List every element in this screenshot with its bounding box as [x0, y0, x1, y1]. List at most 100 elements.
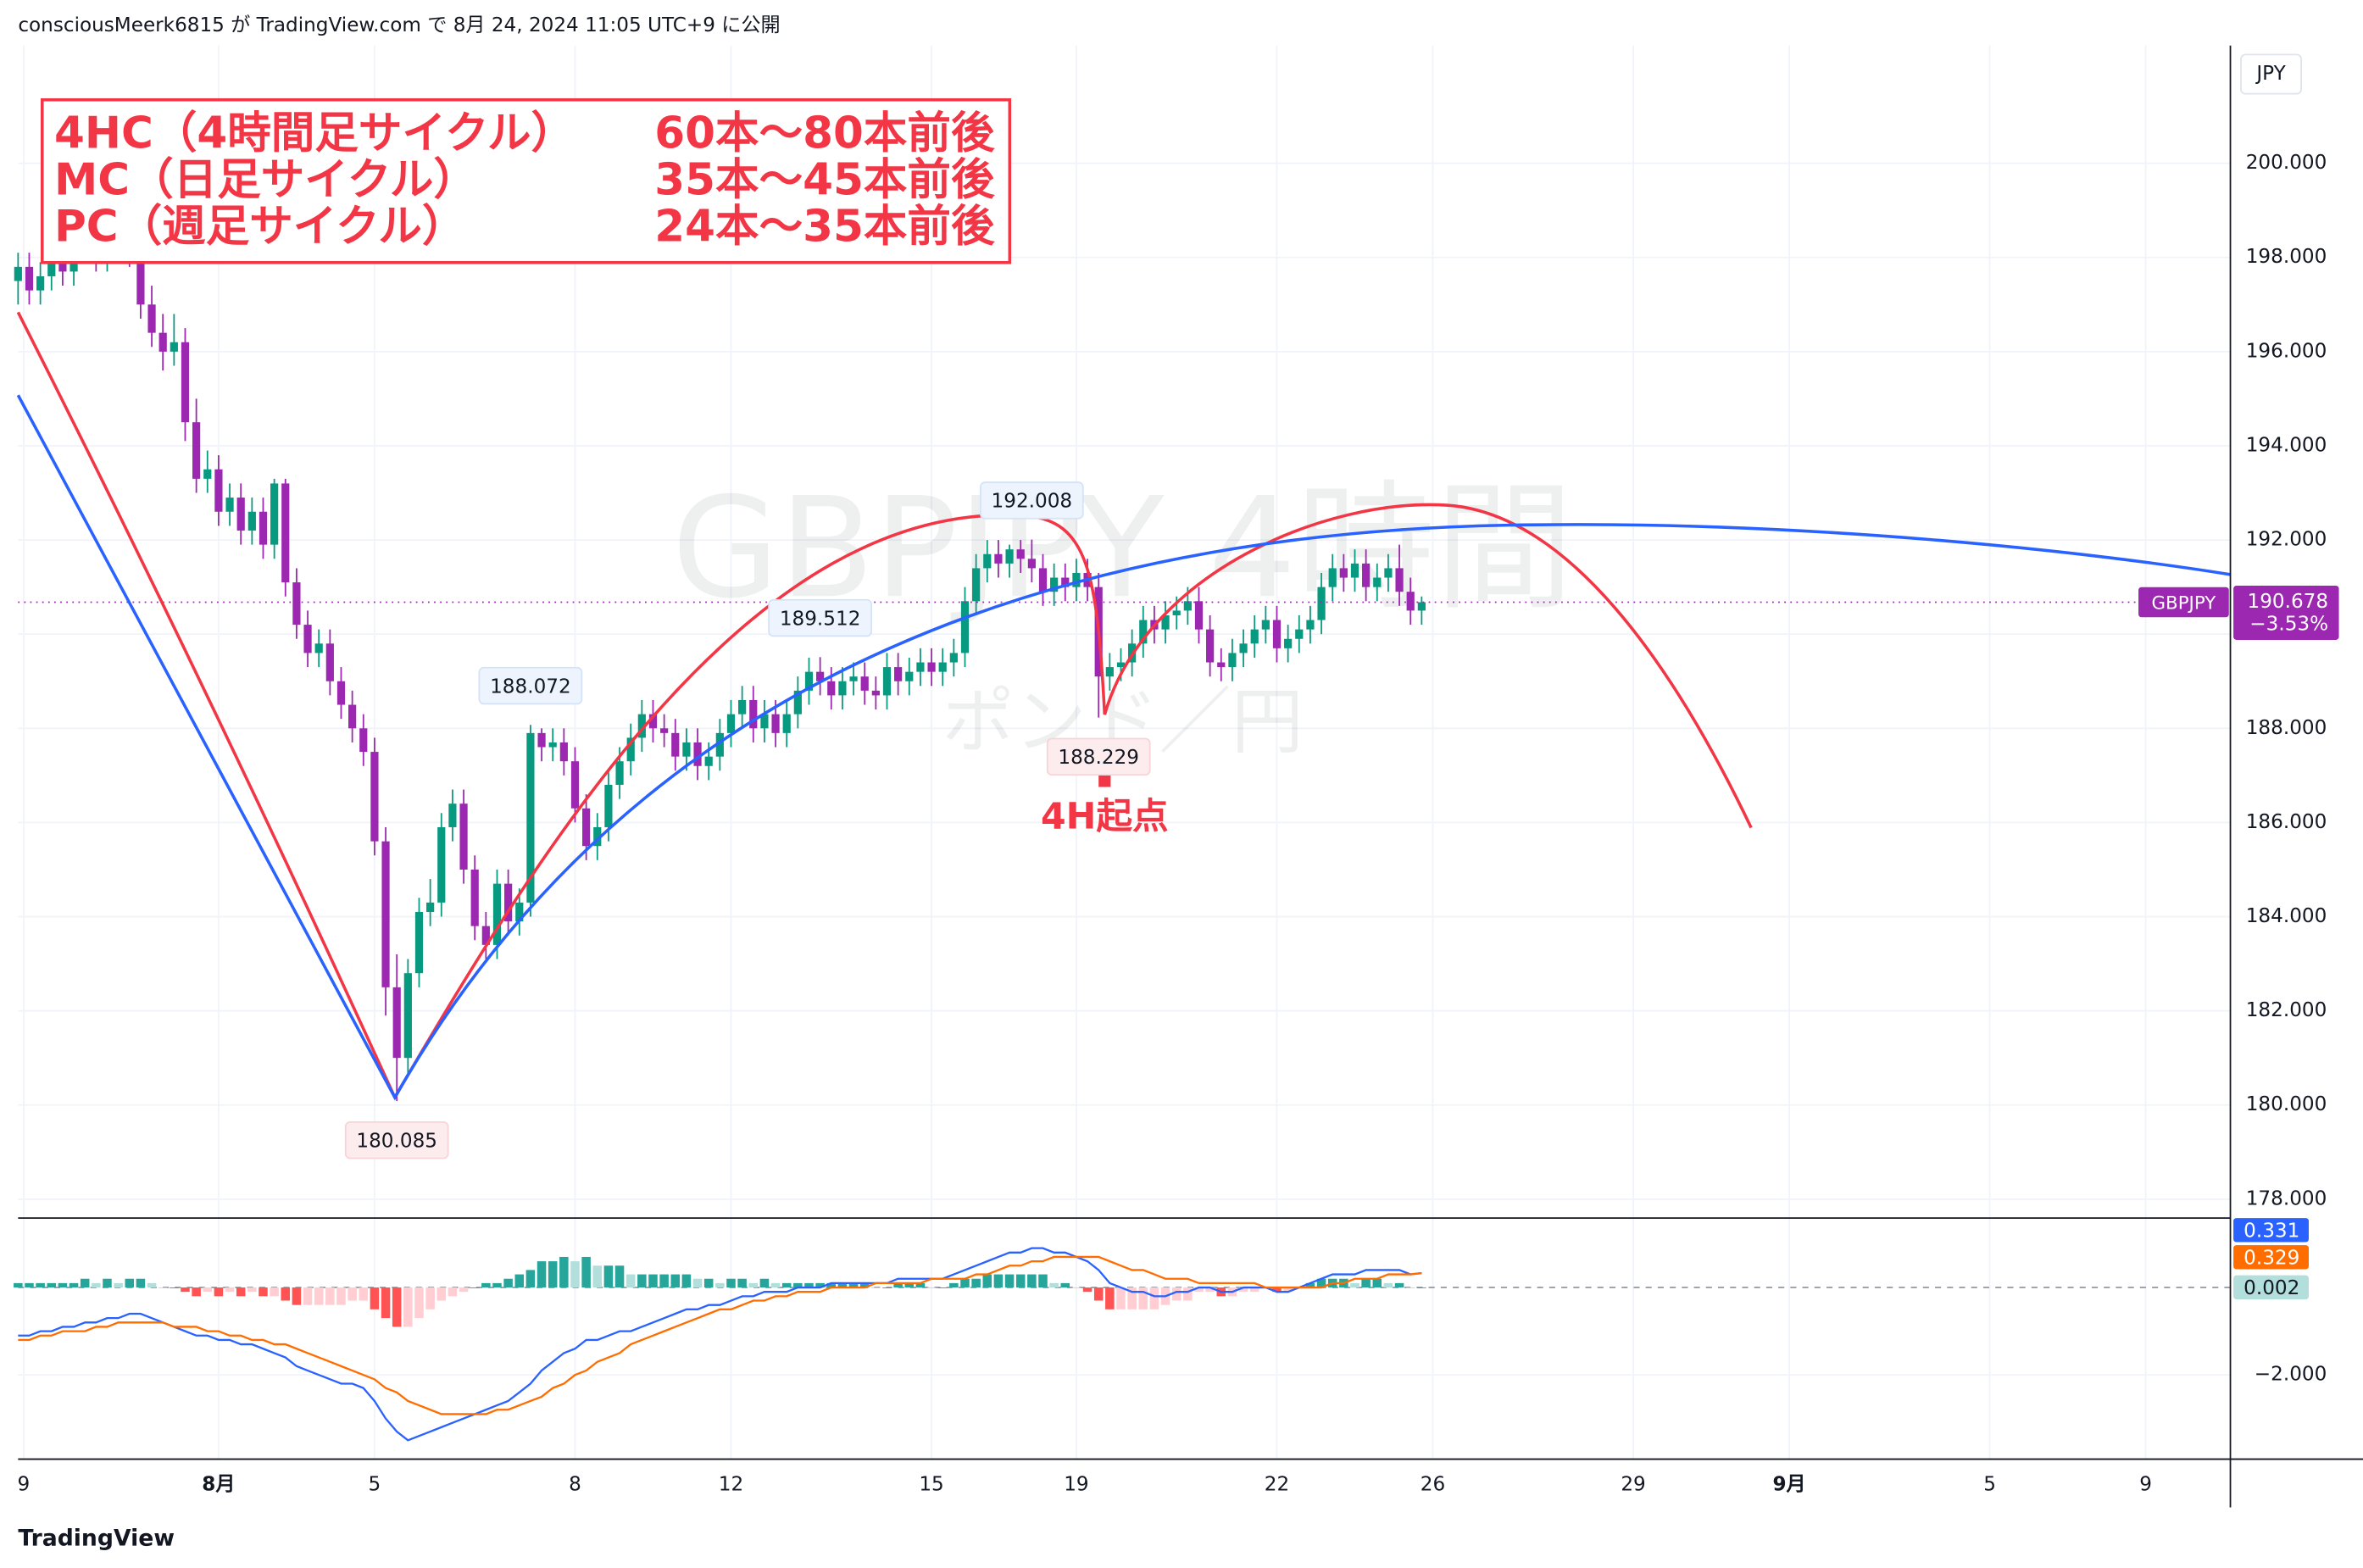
- candle-body: [983, 553, 992, 569]
- candle-body: [14, 266, 22, 281]
- histogram-bar: [448, 1287, 458, 1297]
- candle-body: [470, 869, 479, 926]
- histogram-bar: [203, 1287, 213, 1293]
- histogram-bar: [1116, 1287, 1126, 1309]
- histogram-bar: [348, 1287, 357, 1301]
- candle-body: [1194, 601, 1204, 630]
- x-tick-label: 26: [1421, 1473, 1445, 1495]
- candle-body: [1373, 577, 1382, 587]
- x-tick-label: 9: [2139, 1473, 2152, 1495]
- x-tick-label: 19: [1064, 1473, 1088, 1495]
- candle-body: [236, 498, 245, 531]
- histogram-bar: [1038, 1274, 1048, 1288]
- candle-body: [1027, 559, 1036, 569]
- candle-body: [1050, 577, 1059, 592]
- histogram-bar: [25, 1282, 34, 1288]
- x-tick-label: 29: [1621, 1473, 1645, 1495]
- candle-body: [325, 643, 334, 681]
- candle-body: [359, 728, 368, 753]
- candle-body: [816, 671, 825, 681]
- candle-body: [336, 681, 346, 705]
- y-tick-label: 192.000: [2246, 529, 2327, 551]
- histogram-bar: [1305, 1282, 1315, 1288]
- histogram-bar: [893, 1282, 903, 1288]
- histogram-bar: [158, 1287, 168, 1288]
- candle-body: [1295, 629, 1304, 639]
- histogram-bar: [815, 1282, 825, 1288]
- candle-body: [1061, 577, 1070, 587]
- histogram-bar: [681, 1274, 692, 1288]
- histogram-bar: [359, 1287, 369, 1301]
- histogram-bar: [281, 1287, 291, 1301]
- candle-body: [626, 737, 635, 762]
- candle-body: [671, 732, 680, 757]
- histogram-bar: [470, 1287, 480, 1288]
- histogram-bar: [1205, 1287, 1215, 1293]
- histogram-bar: [47, 1282, 57, 1288]
- histogram-bar: [882, 1287, 892, 1288]
- histogram-bar: [1127, 1287, 1137, 1309]
- histogram-bar: [548, 1261, 558, 1288]
- histogram-bar: [726, 1278, 736, 1288]
- candle-body: [582, 808, 591, 847]
- cycle-name: MC（日足サイクル）: [54, 155, 477, 206]
- candle-body: [192, 422, 201, 479]
- change-label: −3.53%: [2249, 614, 2328, 636]
- candle-body: [738, 699, 747, 714]
- histogram-bar: [425, 1287, 435, 1309]
- candle-body: [370, 752, 379, 842]
- candle-body: [905, 671, 914, 681]
- candle-body: [882, 667, 892, 696]
- histogram-bar: [826, 1282, 837, 1288]
- histogram-bar: [170, 1287, 179, 1288]
- cycle-length: 24本～35本前後: [654, 202, 995, 253]
- y-tick-label: 182.000: [2246, 999, 2327, 1021]
- y-tick-label: −2.000: [2255, 1364, 2327, 1386]
- histogram-bar: [670, 1274, 681, 1288]
- y-tick-label: 196.000: [2246, 340, 2327, 362]
- y-tick-label: 194.000: [2246, 434, 2327, 456]
- histogram-bar: [748, 1282, 759, 1288]
- candle-body: [515, 902, 524, 922]
- candle-body: [1183, 601, 1192, 611]
- histogram-bar: [370, 1287, 380, 1309]
- candle-body: [749, 699, 758, 729]
- symbol-tag-box: [2138, 587, 2229, 618]
- histogram-bar: [937, 1287, 948, 1288]
- histogram-bar: [837, 1282, 848, 1288]
- candle-body: [726, 714, 736, 733]
- histogram-bar: [915, 1282, 926, 1288]
- y-tick-label: 186.000: [2246, 811, 2327, 833]
- candle-body: [548, 742, 557, 748]
- histogram-bar: [614, 1265, 625, 1288]
- candle-body: [570, 761, 580, 809]
- histogram-bar: [514, 1274, 525, 1288]
- candle-body: [448, 803, 457, 827]
- price-label: 188.072: [490, 676, 571, 698]
- candle-body: [47, 257, 56, 276]
- candle-body: [1105, 667, 1114, 677]
- candle-body: [715, 732, 724, 757]
- histogram-bar: [1105, 1287, 1115, 1309]
- macd-tag: 0.331: [2243, 1220, 2299, 1243]
- candle-body: [481, 926, 490, 945]
- candle-body: [1016, 549, 1025, 559]
- marks: [14, 214, 2231, 1442]
- currency-box[interactable]: [2240, 53, 2302, 95]
- histogram-bar: [1394, 1282, 1404, 1288]
- histogram-bar: [960, 1278, 970, 1288]
- histogram-bar: [648, 1274, 658, 1288]
- x-tick-label: 8: [569, 1473, 581, 1495]
- histogram-bar: [1194, 1287, 1204, 1293]
- candle-body: [648, 714, 658, 729]
- histogram-bar: [1272, 1287, 1282, 1293]
- candle-body: [403, 973, 412, 1059]
- candle-body: [604, 784, 613, 827]
- candle-body: [782, 714, 791, 733]
- x-tick-label: 5: [369, 1473, 381, 1495]
- candle-body: [259, 511, 268, 545]
- histogram-bar: [1004, 1274, 1015, 1288]
- histogram-bar: [993, 1274, 1004, 1288]
- cycle-curves: [16, 311, 2231, 1101]
- x-tick-label: 15: [919, 1473, 943, 1495]
